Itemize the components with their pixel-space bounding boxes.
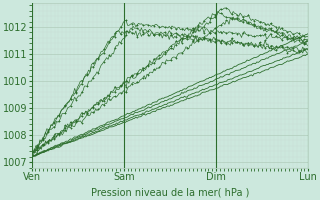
X-axis label: Pression niveau de la mer( hPa ): Pression niveau de la mer( hPa ) — [91, 187, 249, 197]
